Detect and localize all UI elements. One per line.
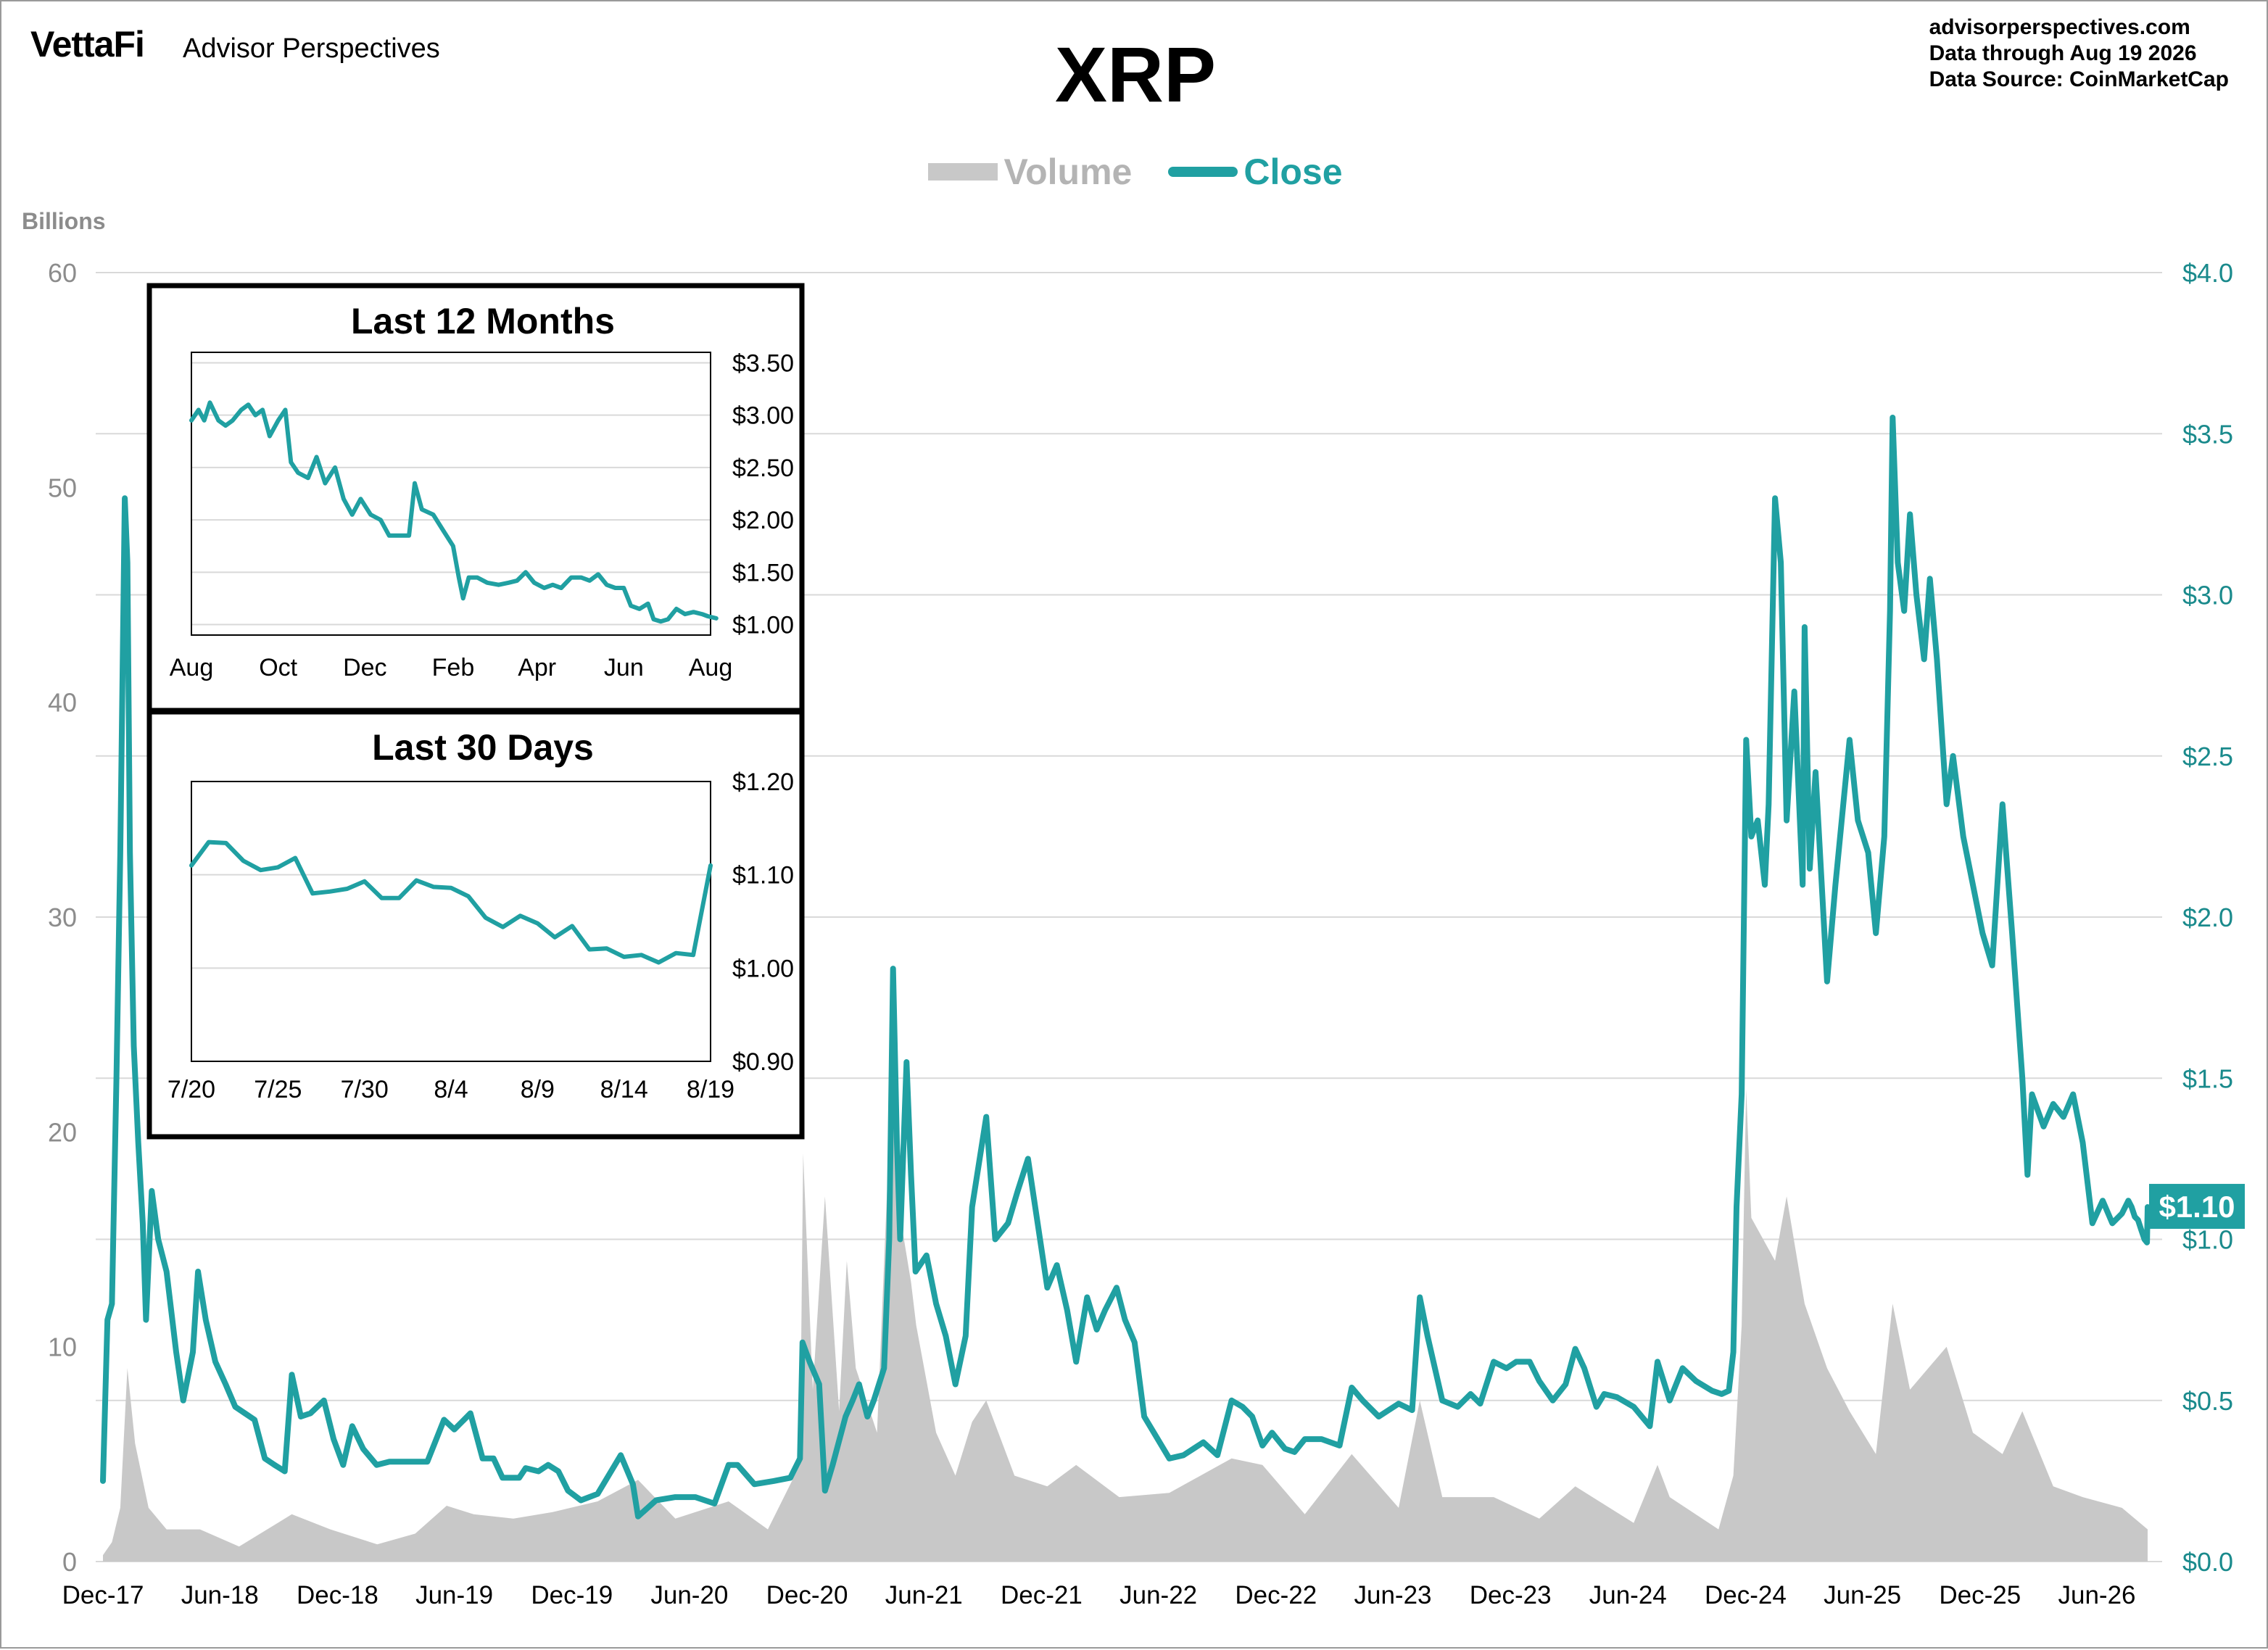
x-tick-label: Dec-25 — [1939, 1581, 2021, 1609]
x-tick-label: Dec-20 — [766, 1581, 848, 1609]
close-swatch — [1168, 167, 1238, 177]
inset-30d-x-tick: 7/20 — [167, 1076, 215, 1103]
left-tick-label: 30 — [48, 903, 77, 932]
vettafi-logo: VettaFi — [30, 24, 145, 65]
legend-close-label: Close — [1243, 152, 1343, 192]
inset-30d-x-tick: 8/9 — [521, 1076, 555, 1103]
left-axis-label: Billions — [22, 208, 106, 234]
left-tick-label: 10 — [48, 1332, 77, 1362]
inset-12m-title: Last 12 Months — [351, 301, 615, 341]
data-through: Data through Aug 19 2026 — [1929, 41, 2197, 65]
x-tick-label: Dec-24 — [1705, 1581, 1787, 1609]
left-tick-label: 60 — [48, 258, 77, 288]
data-source: Data Source: CoinMarketCap — [1929, 67, 2229, 91]
inset-30d-y-tick: $0.90 — [732, 1048, 794, 1076]
inset-30d-plot-frame — [191, 781, 711, 1062]
inset-30d-title: Last 30 Days — [372, 727, 594, 768]
right-tick-label: $4.0 — [2182, 258, 2233, 288]
right-tick-label: $3.0 — [2182, 581, 2233, 610]
x-tick-label: Jun-22 — [1119, 1581, 1197, 1609]
legend-close: Close — [1168, 151, 1343, 193]
x-tick-label: Jun-18 — [181, 1581, 259, 1609]
right-tick-label: $1.0 — [2182, 1225, 2233, 1255]
x-tick-label: Dec-18 — [297, 1581, 378, 1609]
inset-12m-y-tick: $2.00 — [732, 507, 794, 534]
x-tick-label: Jun-25 — [1824, 1581, 1901, 1609]
volume-swatch — [928, 163, 998, 181]
inset-30d-close-line — [189, 839, 713, 965]
close-line — [100, 415, 2151, 1520]
left-tick-label: 20 — [48, 1117, 77, 1147]
legend-volume: Volume — [928, 151, 1132, 193]
left-tick-label: 40 — [48, 688, 77, 718]
inset-12m-plot-frame — [191, 352, 711, 636]
x-tick-label: Jun-24 — [1589, 1581, 1667, 1609]
x-tick-label: Dec-22 — [1235, 1581, 1317, 1609]
right-tick-label: $2.0 — [2182, 903, 2233, 932]
brand-name: Advisor Perspectives — [183, 33, 440, 64]
inset-12m-x-tick: Aug — [170, 654, 214, 681]
x-tick-label: Jun-23 — [1354, 1581, 1431, 1609]
inset-12m-y-tick: $1.50 — [732, 559, 794, 586]
inset-30d-x-tick: 8/4 — [434, 1076, 468, 1103]
right-tick-label: $1.5 — [2182, 1064, 2233, 1093]
right-tick-label: $0.5 — [2182, 1386, 2233, 1416]
x-tick-label: Jun-19 — [415, 1581, 493, 1609]
x-tick-label: Dec-21 — [1001, 1581, 1083, 1609]
inset-30d-y-tick: $1.00 — [732, 955, 794, 982]
inset-12m-y-tick: $1.00 — [732, 612, 794, 639]
inset-30d-y-tick: $1.10 — [732, 862, 794, 890]
legend: Volume Close — [1, 151, 2268, 193]
inset-12m-x-tick: Apr — [518, 654, 556, 681]
inset-12m-y-tick: $2.50 — [732, 455, 794, 482]
inset-12m-x-tick: Oct — [259, 654, 297, 681]
source-url: advisorperspectives.com — [1929, 15, 2190, 39]
inset-12m-y-tick: $3.50 — [732, 349, 794, 377]
inset-12m-x-tick: Feb — [432, 654, 475, 681]
left-tick-label: 50 — [48, 473, 77, 502]
legend-volume-label: Volume — [1003, 152, 1133, 192]
inset-30d-x-tick: 8/14 — [600, 1076, 648, 1103]
right-tick-label: $0.0 — [2182, 1547, 2233, 1577]
right-tick-label: $3.5 — [2182, 419, 2233, 449]
inset-30d-x-tick: 7/25 — [254, 1076, 302, 1103]
left-tick-label: 0 — [62, 1547, 77, 1577]
last-value-label: $1.10 — [2159, 1190, 2235, 1224]
inset-12m-x-tick: Dec — [343, 654, 386, 681]
inset-30d-x-tick: 7/30 — [341, 1076, 389, 1103]
x-tick-label: Dec-23 — [1470, 1581, 1552, 1609]
x-tick-label: Jun-26 — [2058, 1581, 2135, 1609]
last-value-badge — [2149, 1184, 2245, 1230]
inset-12m-y-tick: $3.00 — [732, 402, 794, 430]
inset-12m-x-tick: Aug — [689, 654, 733, 681]
right-tick-label: $2.5 — [2182, 742, 2233, 771]
chart-title: XRP — [1054, 30, 1217, 118]
inset-30d-x-tick: 8/19 — [687, 1076, 734, 1103]
inset-30d-y-tick: $1.20 — [732, 768, 794, 796]
inset-12m-x-tick: Jun — [604, 654, 644, 681]
inset-12m-box — [146, 283, 805, 713]
volume-area — [103, 1045, 2148, 1562]
x-tick-label: Jun-21 — [885, 1581, 963, 1609]
x-tick-label: Dec-17 — [62, 1581, 144, 1609]
inset-12m-close-line — [189, 400, 719, 624]
inset-30d-box — [146, 709, 805, 1140]
x-tick-label: Dec-19 — [531, 1581, 613, 1609]
x-tick-label: Jun-20 — [650, 1581, 728, 1609]
source-info: advisorperspectives.com Data through Aug… — [1929, 14, 2229, 93]
